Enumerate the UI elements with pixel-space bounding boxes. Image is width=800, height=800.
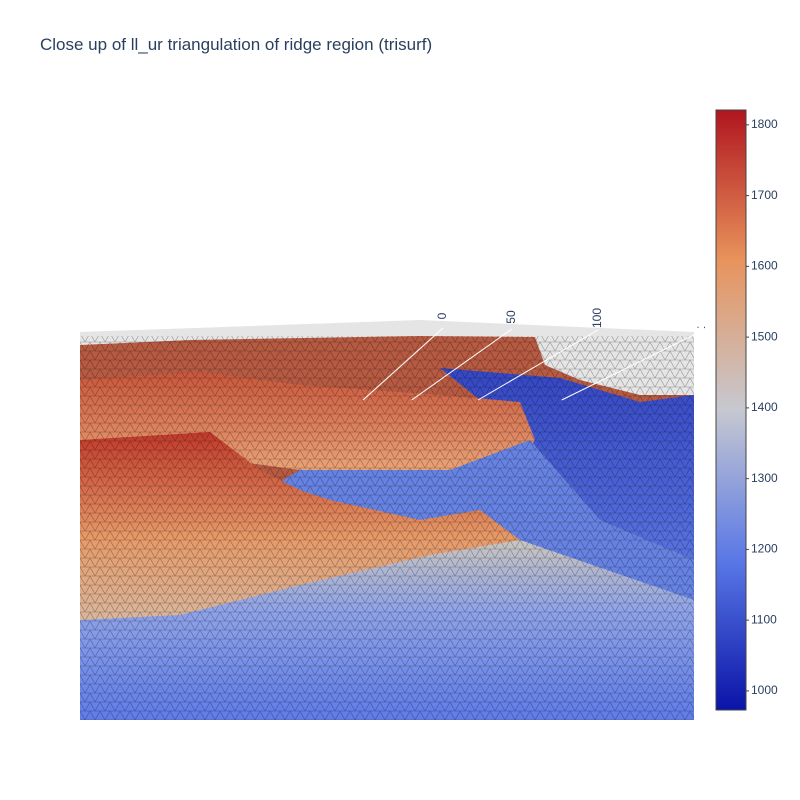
x-tick-label: 150 [694, 309, 708, 329]
colorbar-tick-label: 1200 [751, 542, 778, 556]
x-tick-label: 100 [590, 308, 604, 328]
x-grid-line [561, 334, 694, 401]
x-tick: 0 [362, 312, 449, 401]
x-tick-label: 0 [435, 312, 449, 319]
x-grid-line [411, 328, 513, 401]
chart-title: Close up of ll_ur triangulation of ridge… [40, 35, 432, 54]
colorbar-tick-label: 1800 [751, 117, 778, 131]
colorbar-tick-label: 1500 [751, 329, 778, 343]
colorbar: 1000 1100 1200 1300 1400 1500 1600 1700 1800 [715, 109, 778, 711]
x-tick: 50 [411, 310, 518, 401]
colorbar-tick-label: 1000 [751, 683, 778, 697]
surface [80, 320, 694, 720]
x-grid-line [477, 329, 599, 401]
x-tick: 150 [561, 309, 708, 401]
x-tick-label: 50 [504, 310, 518, 324]
x-grid-line [362, 327, 444, 401]
colorbar-scale [715, 109, 747, 711]
x-tick: 100 [477, 308, 604, 401]
colorbar-tick-label: 1600 [751, 259, 778, 273]
colorbar-tick-label: 1300 [751, 471, 778, 485]
x-tick-group: 0 50 100 150 [362, 308, 708, 401]
colorbar-tick-label: 1100 [751, 612, 777, 626]
x-axis: 0 50 100 150 [362, 308, 708, 401]
colorbar-tick-label: 1700 [751, 188, 778, 202]
colorbar-tick-label: 1400 [751, 400, 778, 414]
